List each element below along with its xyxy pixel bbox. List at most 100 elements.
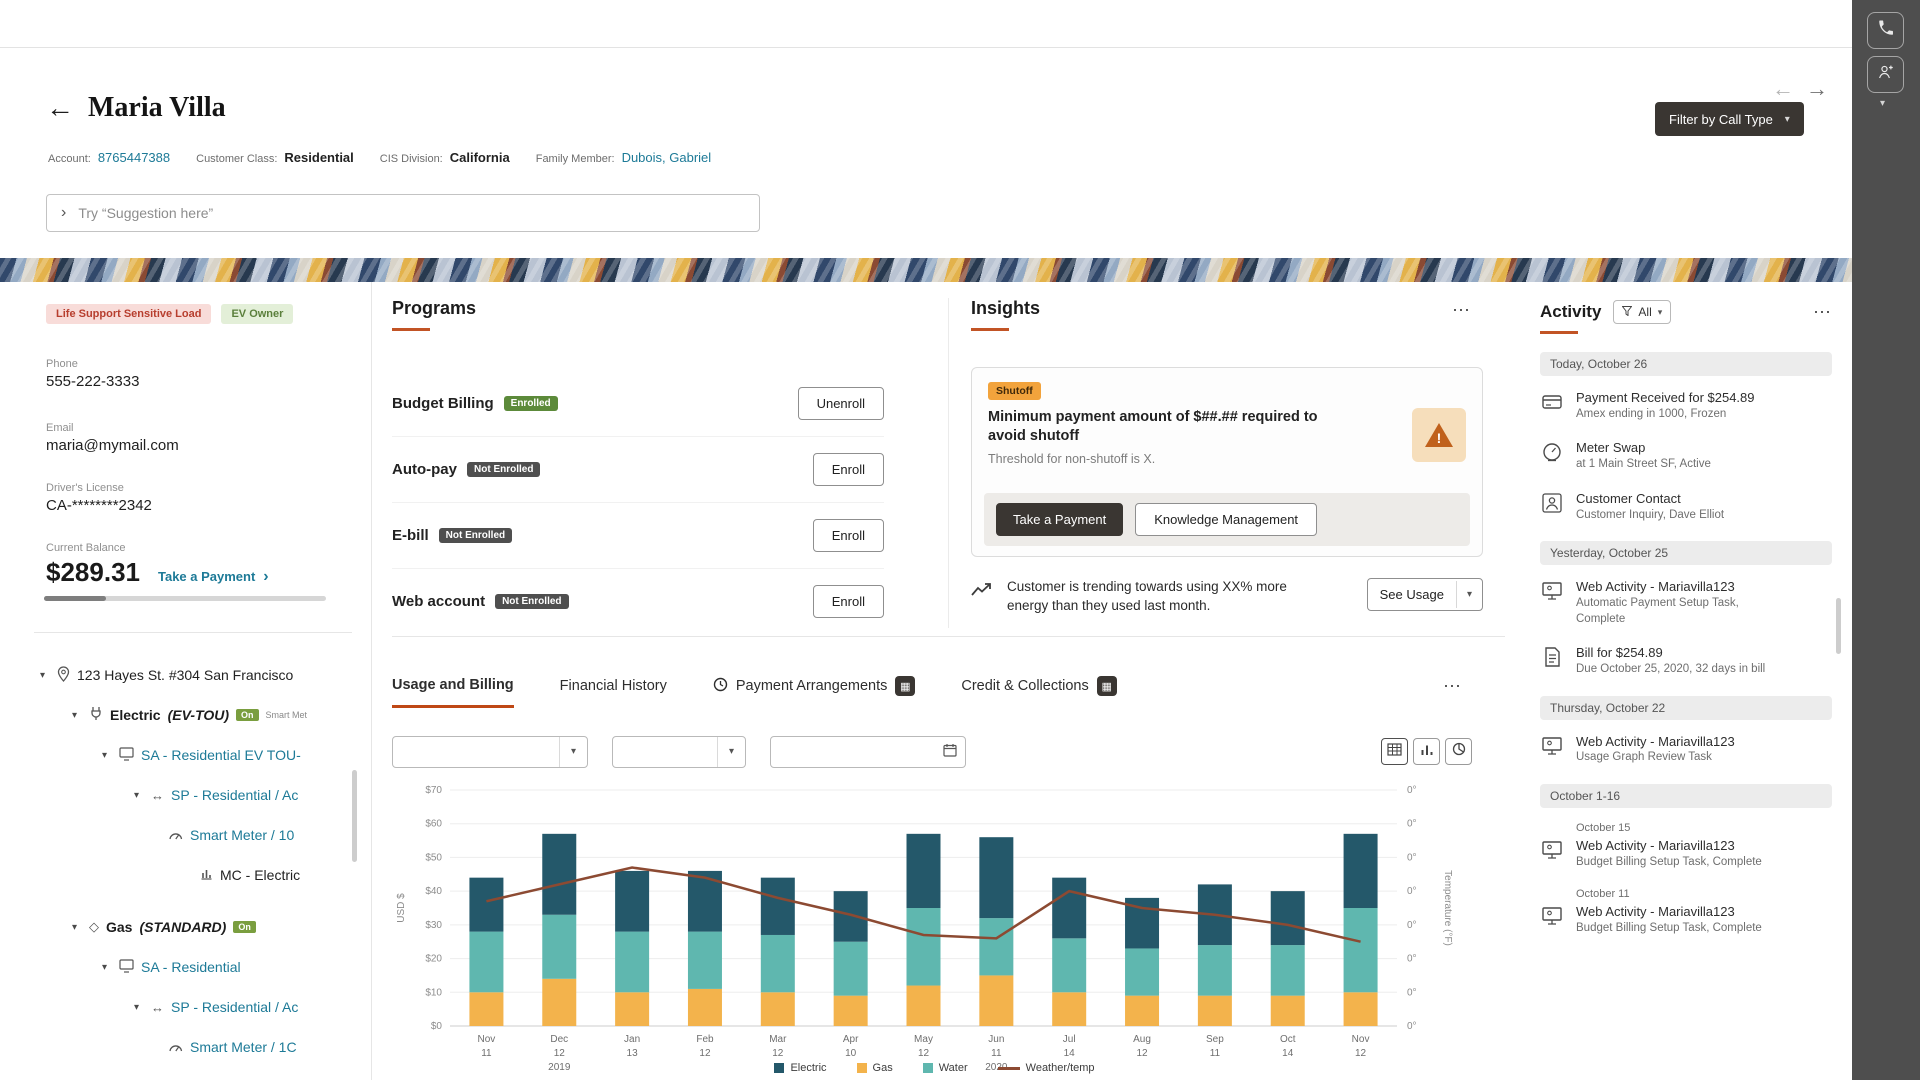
gas-sp-link[interactable]: SP - Residential / Ac	[171, 999, 299, 1015]
payment-icon	[1540, 390, 1564, 422]
chevron-down-icon: ▾	[1784, 113, 1790, 125]
filter-select-2[interactable]: ▾	[612, 736, 746, 768]
tabs-overflow-icon[interactable]: ⋯	[1443, 676, 1462, 696]
svg-text:12: 12	[1136, 1048, 1148, 1059]
tree-item-gas-meter[interactable]: Smart Meter / 1C	[40, 1034, 370, 1060]
electric-sp-link[interactable]: SP - Residential / Ac	[171, 787, 299, 803]
email-value: maria@mymail.com	[46, 437, 179, 454]
program-name: E-bill	[392, 527, 429, 544]
activity-panel: Activity All ▾ ⋯ Today, October 26 Payme…	[1540, 300, 1832, 955]
activity-item-web-activity[interactable]: Web Activity - Mariavilla123 Usage Graph…	[1540, 734, 1832, 766]
drivers-license-label: Driver's License	[46, 482, 124, 494]
activity-scrollbar[interactable]	[1836, 598, 1841, 654]
tab-credit-collections[interactable]: Credit & Collections ▦	[961, 676, 1117, 708]
filter-select-1[interactable]: ▾	[392, 736, 588, 768]
activity-item-meter-swap[interactable]: Meter Swap at 1 Main Street SF, Active	[1540, 440, 1832, 472]
activity-date-band: Today, October 26	[1540, 352, 1832, 376]
tree-item-electric-meter[interactable]: Smart Meter / 10	[40, 822, 370, 848]
filter-by-call-type-button[interactable]: Filter by Call Type ▾	[1655, 102, 1804, 136]
legend-label: Electric	[790, 1062, 827, 1074]
table-view-button[interactable]	[1381, 738, 1408, 765]
tree-item-electric[interactable]: ▾ Electric (EV-TOU) On Smart Met	[40, 702, 370, 728]
chart-legend: Electric Gas Water Weather/temp	[392, 1062, 1477, 1074]
back-arrow-icon[interactable]: ←	[46, 92, 74, 123]
programs-title: Programs	[392, 298, 884, 331]
web-activity-icon	[1540, 579, 1564, 627]
bar-chart-view-button[interactable]	[1413, 738, 1440, 765]
chart-filters: ▾ ▾	[392, 736, 966, 768]
history-back-icon[interactable]: ←	[1772, 76, 1794, 101]
tab-financial-history[interactable]: Financial History	[560, 678, 667, 706]
balance-progress-bar	[44, 596, 326, 601]
tree-item-electric-sp[interactable]: ▾ ↔ SP - Residential / Ac	[40, 782, 370, 808]
svg-text:0°: 0°	[1407, 987, 1417, 998]
svg-text:$0: $0	[431, 1021, 443, 1032]
take-a-payment-label: Take a Payment	[157, 569, 256, 584]
tree-item-electric-mc[interactable]: MC - Electric	[40, 862, 370, 888]
enroll-button[interactable]: Enroll	[812, 585, 884, 618]
activity-filter-button[interactable]: All ▾	[1613, 300, 1672, 324]
activity-item-web-activity[interactable]: Web Activity - Mariavilla123 Budget Bill…	[1540, 904, 1832, 936]
phone-call-button[interactable]	[1867, 12, 1904, 49]
activity-item-payment-received[interactable]: Payment Received for $254.89 Amex ending…	[1540, 390, 1832, 422]
tree-item-address[interactable]: ▾ 123 Hayes St. #304 San Francisco	[40, 662, 370, 688]
agent-actions-button[interactable]	[1867, 56, 1904, 93]
activity-item-customer-contact[interactable]: Customer Contact Customer Inquiry, Dave …	[1540, 491, 1832, 523]
caret-down-icon[interactable]: ▾	[102, 961, 108, 973]
web-activity-icon	[1540, 904, 1564, 936]
tree-scrollbar[interactable]	[352, 770, 357, 862]
take-a-payment-button[interactable]: Take a Payment	[996, 503, 1124, 536]
enroll-button[interactable]: Enroll	[812, 519, 884, 552]
shutoff-tag: Shutoff	[988, 382, 1041, 400]
chart-view-toggles	[1381, 738, 1472, 765]
caret-down-icon[interactable]: ▾	[134, 1001, 140, 1013]
svg-text:0°: 0°	[1407, 852, 1417, 863]
caret-down-icon[interactable]: ▾	[102, 749, 108, 761]
date-range-input[interactable]	[770, 736, 966, 768]
tree-item-gas[interactable]: ▾ ◇ Gas (STANDARD) On	[40, 914, 370, 940]
svg-text:14: 14	[1282, 1048, 1294, 1059]
activity-item-web-activity[interactable]: Web Activity - Mariavilla123 Automatic P…	[1540, 579, 1832, 627]
electric-meter-link[interactable]: Smart Meter / 10	[190, 827, 295, 843]
caret-down-icon[interactable]: ▾	[72, 709, 78, 721]
address-label: 123 Hayes St. #304 San Francisco	[77, 667, 294, 683]
tab-payment-arrangements[interactable]: Payment Arrangements ▦	[713, 676, 916, 708]
take-a-payment-link[interactable]: Take a Payment ›	[158, 568, 269, 586]
tab-usage-and-billing[interactable]: Usage and Billing	[392, 677, 514, 708]
account-number-link[interactable]: 8765447388	[97, 150, 171, 165]
family-member-label: Family Member:	[535, 153, 615, 165]
tree-item-gas-sa[interactable]: ▾ SA - Residential	[40, 954, 370, 980]
electric-sa-link[interactable]: SA - Residential EV TOU-	[141, 747, 301, 763]
enroll-button[interactable]: Enroll	[812, 453, 884, 486]
insights-overflow-icon[interactable]: ⋯	[1452, 300, 1471, 320]
suggestion-search-box[interactable]: ›	[46, 194, 760, 232]
gas-meter-link[interactable]: Smart Meter / 1C	[190, 1039, 297, 1055]
activity-date-band: October 1-16	[1540, 783, 1832, 808]
program-row-auto-pay: Auto-pay Not Enrolled Enroll	[392, 437, 884, 503]
caret-down-icon[interactable]: ▾	[72, 921, 78, 933]
tree-item-electric-sa[interactable]: ▾ SA - Residential EV TOU-	[40, 742, 370, 768]
history-forward-icon[interactable]: →	[1806, 76, 1828, 101]
gas-sa-link[interactable]: SA - Residential	[141, 959, 241, 975]
rail-chevron-down-icon[interactable]: ▾	[1880, 98, 1886, 109]
caret-down-icon[interactable]: ▾	[40, 669, 46, 681]
clock-icon	[713, 677, 728, 696]
tree-item-gas-sp[interactable]: ▾ ↔ SP - Residential / Ac	[40, 994, 370, 1020]
activity-overflow-icon[interactable]: ⋯	[1813, 301, 1832, 322]
family-member-link[interactable]: Dubois, Gabriel	[621, 150, 712, 165]
activity-item-web-activity[interactable]: Web Activity - Mariavilla123 Budget Bill…	[1540, 838, 1832, 870]
search-input[interactable]	[78, 205, 745, 221]
activity-item-bill[interactable]: Bill for $254.89 Due October 25, 2020, 3…	[1540, 645, 1832, 677]
electric-rate-label: (EV-TOU)	[167, 707, 230, 723]
trend-text: Customer is trending towards using XX% m…	[1007, 579, 1287, 613]
svg-text:12: 12	[699, 1048, 711, 1059]
see-usage-button[interactable]: See Usage ▾	[1366, 578, 1483, 611]
caret-down-icon[interactable]: ▾	[134, 789, 140, 801]
svg-text:May: May	[914, 1034, 933, 1045]
knowledge-management-button[interactable]: Knowledge Management	[1135, 503, 1318, 536]
svg-text:2020: 2020	[985, 1062, 1008, 1072]
pie-chart-view-button[interactable]	[1445, 738, 1472, 765]
svg-text:Jul: Jul	[1063, 1034, 1076, 1045]
svg-text:2019: 2019	[548, 1062, 571, 1072]
unenroll-button[interactable]: Unenroll	[797, 387, 884, 420]
